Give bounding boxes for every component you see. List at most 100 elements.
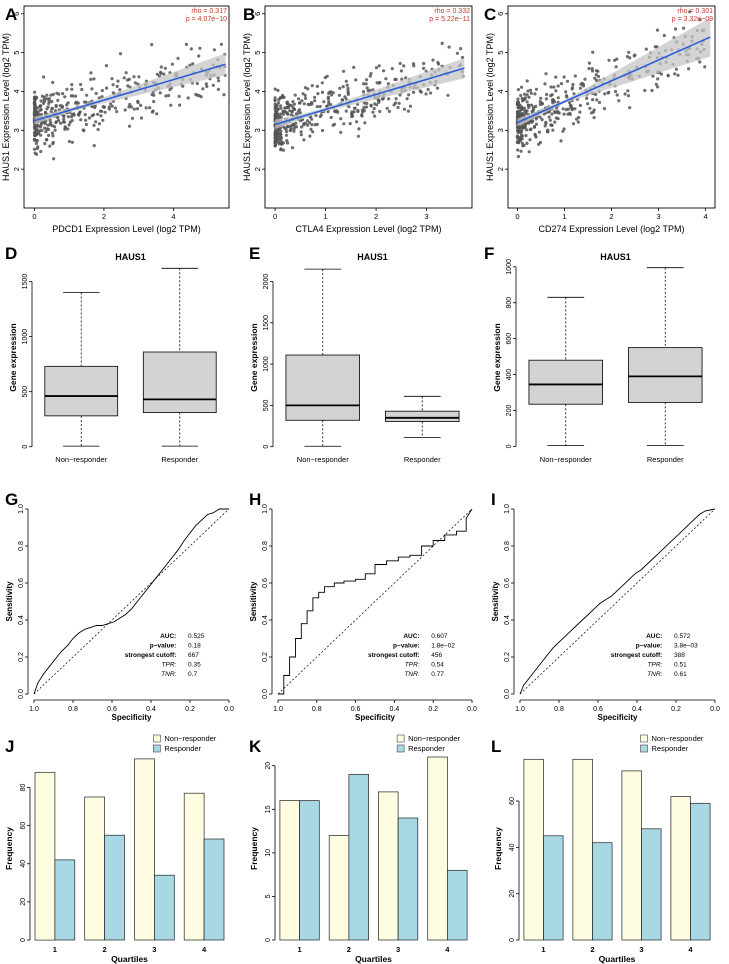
scatter-point <box>615 57 619 61</box>
scatter-point <box>178 103 182 107</box>
scatter-point <box>549 94 553 98</box>
scatter-point <box>607 90 611 94</box>
x-tick-label: 0 <box>515 212 519 221</box>
y-axis-label: Sensitivity <box>491 581 500 622</box>
scatter-point <box>89 71 93 75</box>
y-tick-label: 800 <box>506 297 513 309</box>
scatter-point <box>283 126 287 130</box>
scatter-point <box>87 116 91 120</box>
x-category-label: Non−responder <box>540 455 592 464</box>
scatter-point <box>587 67 591 71</box>
scatter-point <box>39 108 43 112</box>
scatter-point <box>530 103 534 107</box>
scatter-point <box>285 130 289 134</box>
scatter-point <box>459 47 463 51</box>
y-tick-label: 5 <box>12 51 21 55</box>
bar-responder <box>592 842 613 941</box>
stat-value: 0.77 <box>431 671 444 678</box>
scatter-point <box>521 113 526 117</box>
scatter-point <box>565 95 569 99</box>
scatter-point <box>310 123 314 127</box>
scatter-point <box>571 82 575 87</box>
y-axis-label: HAUS1 Expression Level (log2 TPM) <box>1 33 11 181</box>
scatter-point <box>460 55 465 60</box>
panel-a: 0 2 4 2 3 4 5 6 PDCD1 Expression Level (log2 TPM… <box>1 5 230 234</box>
scatter-point <box>288 109 292 113</box>
scatter-point <box>516 154 521 159</box>
scatter-point <box>282 95 286 99</box>
scatter-point <box>155 72 159 76</box>
x-tick-label: 0.2 <box>428 706 438 713</box>
x-category-label: 1 <box>541 945 545 954</box>
scatter-point <box>524 112 528 116</box>
scatter-point <box>85 93 89 97</box>
scatter-point <box>364 105 368 109</box>
x-category-label: Non−responder <box>297 455 349 464</box>
scatter-point <box>33 98 37 102</box>
scatter-point <box>288 124 293 128</box>
scatter-point <box>516 148 520 152</box>
scatter-point <box>428 91 433 95</box>
scatter-point <box>278 96 282 100</box>
x-tick-label: 0.6 <box>107 706 117 713</box>
stat-value: 388 <box>674 652 685 659</box>
scatter-point <box>540 101 544 105</box>
scatter-point <box>42 75 46 79</box>
stat-value: 0.51 <box>674 662 687 669</box>
panel-label-d: D <box>5 244 17 263</box>
scatter-point <box>291 105 295 110</box>
scatter-point <box>617 99 621 103</box>
scatter-point <box>348 122 352 126</box>
y-tick-label: 0.2 <box>18 652 25 662</box>
panel-label-j: J <box>5 737 14 756</box>
scatter-point <box>35 123 39 127</box>
y-tick-label: 0 <box>263 445 270 449</box>
scatter-point <box>562 112 566 116</box>
scatter-point <box>346 91 350 95</box>
x-tick-label: 2 <box>609 212 613 221</box>
scatter-point <box>299 130 303 134</box>
x-tick-label: 1.0 <box>515 706 525 713</box>
x-tick-label: 0.4 <box>146 706 156 713</box>
scatter-point <box>81 128 85 132</box>
y-tick-label: 500 <box>263 399 270 411</box>
scatter-point <box>339 117 343 121</box>
scatter-point <box>566 107 570 111</box>
legend-label: Responder <box>164 744 201 753</box>
scatter-point <box>89 77 93 81</box>
p-value: p = 3.32e−09 <box>672 16 713 23</box>
y-tick-label: 1500 <box>263 315 270 331</box>
y-tick-label: 1000 <box>263 356 270 372</box>
scatter-point <box>570 87 574 91</box>
scatter-point <box>274 112 278 116</box>
scatter-point <box>286 141 290 145</box>
scatter-point <box>92 123 96 127</box>
scatter-point <box>318 114 322 119</box>
scatter-point <box>365 86 369 90</box>
scatter-point <box>578 110 582 114</box>
scatter-point <box>550 123 554 127</box>
reference-diagonal <box>519 508 716 695</box>
stat-label: TNR: <box>404 671 419 678</box>
stat-label: TNR: <box>647 671 662 678</box>
x-tick-label: 0.6 <box>593 706 603 713</box>
scatter-point <box>329 115 333 120</box>
bar-responder <box>397 817 419 941</box>
scatter-point <box>554 75 558 79</box>
scatter-point <box>284 106 289 110</box>
scatter-point <box>313 95 317 99</box>
scatter-point <box>290 146 295 150</box>
x-axis-label: Specificity <box>111 713 152 722</box>
scatter-point <box>561 129 565 133</box>
scatter-point <box>365 101 369 105</box>
x-category-label: 2 <box>103 945 107 954</box>
scatter-point <box>32 138 37 142</box>
panel-e: HAUS1 0 500 1000 1500 2000 Gene expression Non−… <box>249 252 460 464</box>
x-category-label: 2 <box>590 945 594 954</box>
scatter-point <box>565 79 570 83</box>
scatter-point <box>411 90 416 94</box>
scatter-point <box>314 113 318 118</box>
scatter-point <box>398 93 402 97</box>
y-tick-label: 60 <box>20 822 27 830</box>
scatter-point <box>364 82 368 86</box>
